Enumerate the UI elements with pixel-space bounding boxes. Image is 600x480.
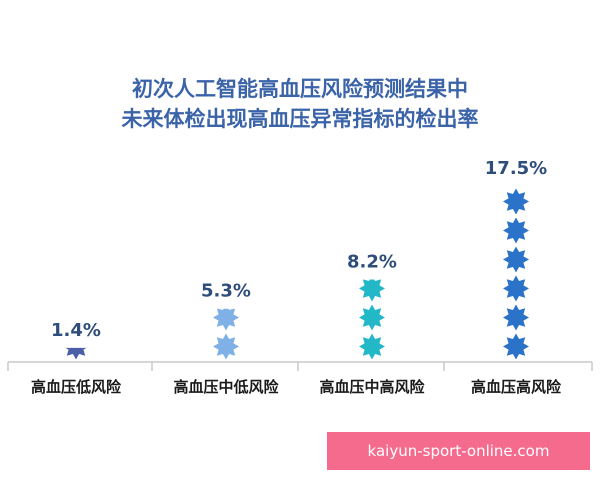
star-icon [359, 333, 385, 360]
star-icon [503, 131, 529, 157]
category-label-mid-high: 高血压中高风险 [319, 378, 425, 396]
category-label-mid-low: 高血压中低风险 [173, 378, 279, 396]
data-label-mid-low: 5.3% [201, 281, 251, 302]
category-label-high: 高血压高风险 [471, 378, 562, 396]
star-icon [503, 333, 529, 360]
star-icon [503, 188, 529, 215]
bar-star-stack [359, 279, 385, 360]
bar-star-stack [65, 347, 87, 360]
star-icon [65, 347, 87, 360]
bar-star-stack [213, 308, 239, 360]
bar-mid-low: 5.3% [201, 281, 251, 360]
star-icon [503, 217, 529, 244]
star-icon [359, 304, 385, 331]
data-label-low: 1.4% [51, 320, 101, 341]
star-icon [503, 246, 529, 273]
chart-title-line-2: 未来体检出现高血压异常指标的检出率 [122, 107, 479, 131]
x-axis-labels: 高血压低风险 高血压中低风险 高血压中高风险 高血压高风险 [31, 378, 562, 396]
data-label-high: 17.5% [485, 158, 547, 179]
category-label-low: 高血压低风险 [31, 378, 122, 396]
bar-star-stack [503, 131, 529, 360]
watermark-banner: kaiyun-sport-online.com [327, 432, 590, 470]
star-icon [503, 304, 529, 331]
chart-title-line-1: 初次人工智能高血压风险预测结果中 [132, 77, 468, 101]
star-icon [213, 333, 239, 360]
bar-high: 17.5% [485, 131, 547, 360]
star-icon [503, 275, 529, 302]
bars-group: 1.4% 5.3% 8.2% 17.5% [51, 131, 547, 360]
data-label-mid-high: 8.2% [347, 252, 397, 273]
star-icon [359, 279, 385, 302]
bar-low: 1.4% [51, 320, 101, 360]
star-icon [213, 308, 239, 331]
x-axis [7, 361, 593, 371]
bar-mid-high: 8.2% [347, 252, 397, 360]
